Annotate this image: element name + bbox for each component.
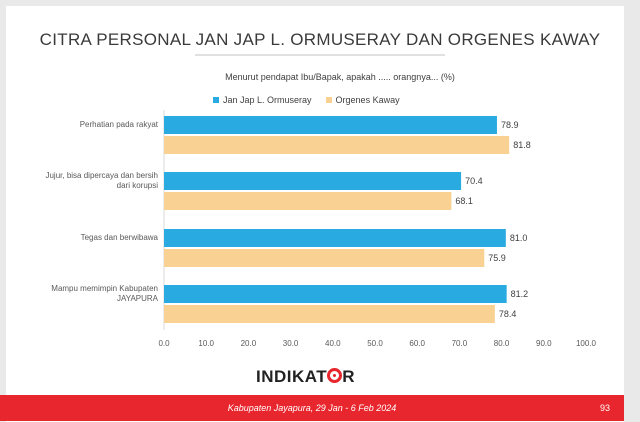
data-label-series-2: 78.4 bbox=[499, 309, 517, 319]
bar-series-1 bbox=[164, 172, 462, 190]
legend-swatch-series-1 bbox=[213, 97, 219, 103]
x-tick-label: 60.0 bbox=[409, 339, 425, 348]
footer-text: Kabupaten Jayapura, 29 Jan - 6 Feb 2024 bbox=[227, 403, 397, 413]
data-label-series-2: 75.9 bbox=[488, 253, 506, 263]
x-tick-label: 20.0 bbox=[241, 339, 257, 348]
bar-series-2 bbox=[164, 136, 510, 154]
category-label: Tegas dan berwibawa bbox=[81, 233, 159, 242]
x-tick-label: 0.0 bbox=[158, 339, 170, 348]
category-label: Mampu memimpin Kabupaten bbox=[51, 284, 158, 293]
frame-left bbox=[0, 0, 6, 422]
page-number: 93 bbox=[599, 403, 610, 413]
logo-text-left: INDIKAT bbox=[256, 367, 328, 386]
category-label: Perhatian pada rakyat bbox=[80, 120, 159, 129]
data-label-series-1: 81.0 bbox=[510, 233, 528, 243]
indikator-logo: INDIKAT R bbox=[256, 367, 355, 387]
x-tick-label: 50.0 bbox=[367, 339, 383, 348]
legend-label-series-2: Orgenes Kaway bbox=[335, 95, 400, 105]
data-label-series-1: 70.4 bbox=[465, 176, 483, 186]
x-tick-label: 40.0 bbox=[325, 339, 341, 348]
legend-swatch-series-2 bbox=[325, 97, 332, 103]
bar-series-1 bbox=[164, 116, 497, 134]
chart-subtitle: Menurut pendapat Ibu/Bapak, apakah .....… bbox=[225, 72, 455, 82]
data-label-series-1: 78.9 bbox=[501, 120, 519, 130]
category-label: dari korupsi bbox=[117, 181, 159, 190]
bar-series-2 bbox=[164, 305, 495, 323]
legend-item-series-2: Orgenes Kaway bbox=[325, 95, 400, 105]
slide-title: CITRA PERSONAL JAN JAP L. ORMUSERAY DAN … bbox=[39, 30, 601, 49]
data-label-series-2: 68.1 bbox=[455, 196, 473, 206]
bar-series-2 bbox=[164, 192, 452, 210]
logo-o-icon bbox=[327, 368, 343, 383]
logo-text-right: R bbox=[342, 367, 355, 386]
x-tick-label: 80.0 bbox=[494, 339, 510, 348]
legend: Jan Jap L. Ormuseray Orgenes Kaway bbox=[213, 95, 400, 105]
bar-series-2 bbox=[164, 249, 485, 267]
x-tick-label: 90.0 bbox=[536, 339, 552, 348]
category-label: JAYAPURA bbox=[117, 294, 159, 303]
data-label-series-1: 81.2 bbox=[511, 289, 529, 299]
legend-item-series-1: Jan Jap L. Ormuseray bbox=[213, 95, 312, 105]
bar-series-1 bbox=[164, 229, 506, 247]
frame-top bbox=[0, 0, 640, 6]
title-rule bbox=[195, 54, 445, 56]
footer-bar: Kabupaten Jayapura, 29 Jan - 6 Feb 2024 … bbox=[0, 395, 624, 421]
data-label-series-2: 81.8 bbox=[513, 140, 531, 150]
bar-chart: 0.0 10.0 20.0 30.0 40.0 50.0 60.0 70.0 80.0 90.0 1… bbox=[45, 110, 597, 348]
legend-label-series-1: Jan Jap L. Ormuseray bbox=[223, 95, 312, 105]
category-label: Jujur, bisa dipercaya dan bersih bbox=[45, 171, 158, 180]
bar-series-1 bbox=[164, 285, 507, 303]
frame-right bbox=[624, 0, 640, 422]
x-tick-label: 70.0 bbox=[452, 339, 468, 348]
x-tick-label: 100.0 bbox=[576, 339, 597, 348]
x-tick-label: 30.0 bbox=[283, 339, 299, 348]
x-tick-label: 10.0 bbox=[198, 339, 214, 348]
